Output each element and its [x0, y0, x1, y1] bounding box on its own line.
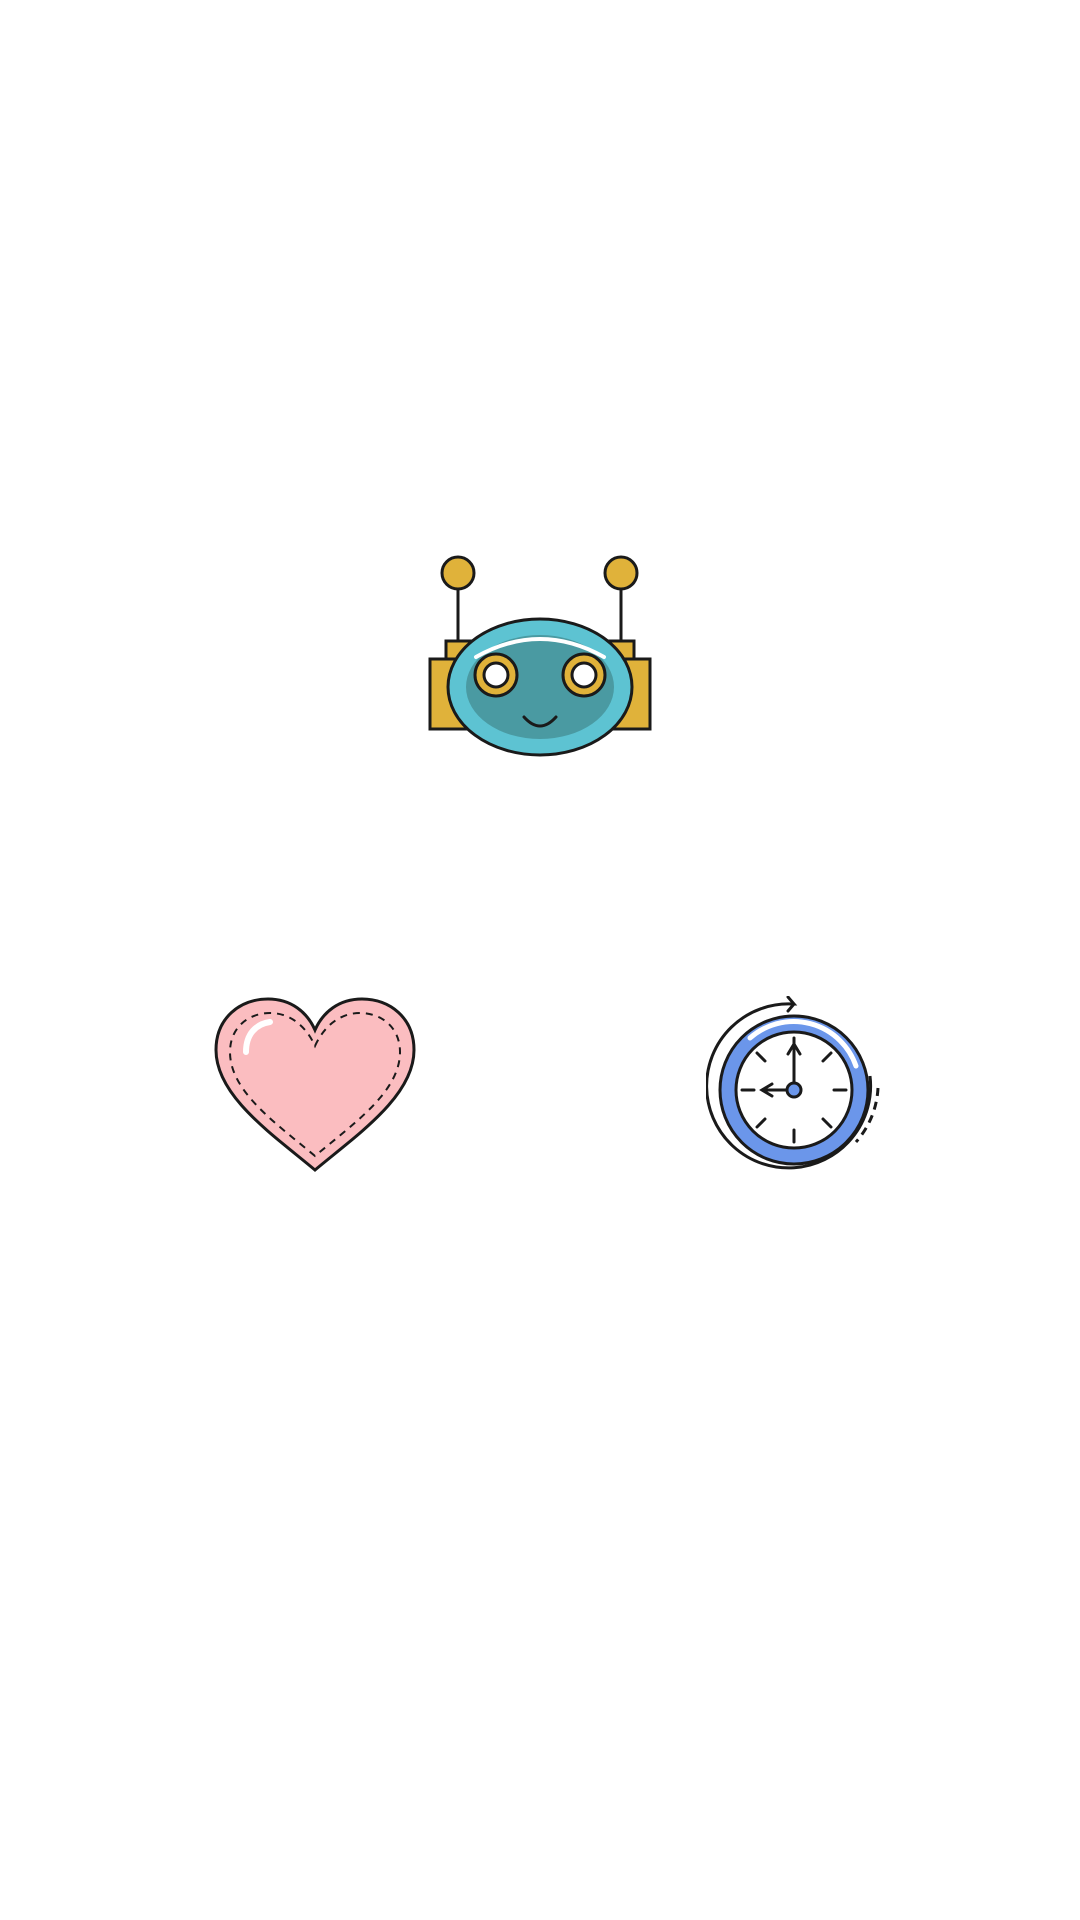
gear-icon	[464, 58, 616, 210]
robot-icon	[428, 555, 652, 757]
clock-icon	[706, 996, 880, 1170]
heart-icon	[214, 997, 416, 1172]
features-panel	[108, 1172, 1002, 1494]
